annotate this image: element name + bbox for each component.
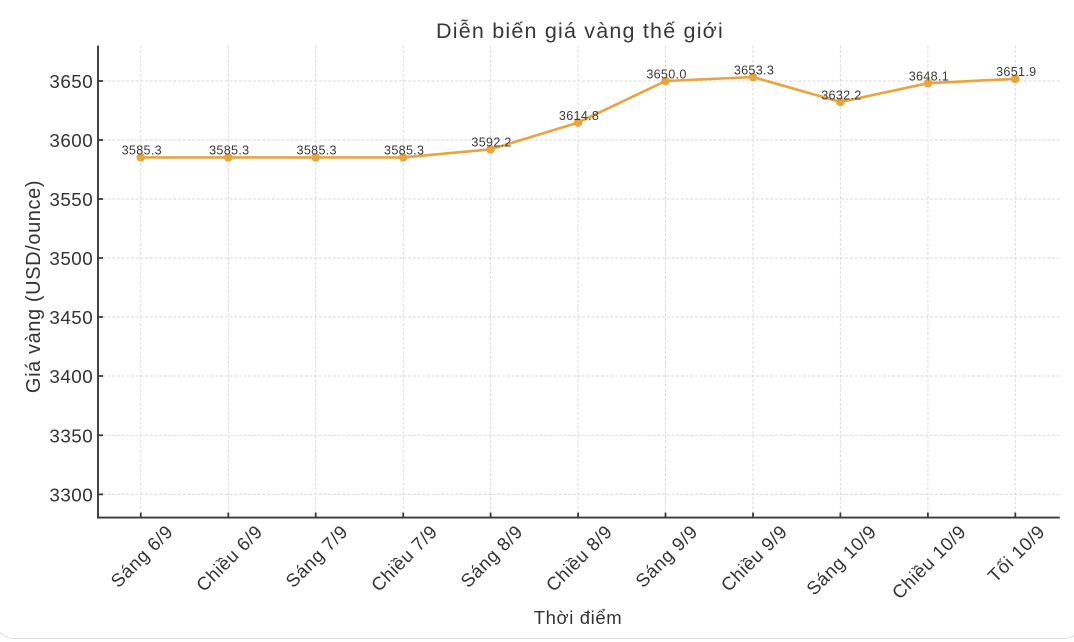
svg-text:Tối 10/9: Tối 10/9 bbox=[983, 521, 1049, 587]
svg-text:Thời điểm: Thời điểm bbox=[534, 607, 622, 628]
svg-text:3592.2: 3592.2 bbox=[471, 136, 511, 150]
svg-text:3614.8: 3614.8 bbox=[559, 109, 599, 123]
svg-text:Sáng 9/9: Sáng 9/9 bbox=[631, 521, 702, 592]
svg-text:Chiều 7/9: Chiều 7/9 bbox=[367, 521, 442, 596]
svg-text:Sáng 7/9: Sáng 7/9 bbox=[281, 521, 352, 592]
svg-text:3585.3: 3585.3 bbox=[209, 144, 249, 158]
svg-text:3648.1: 3648.1 bbox=[909, 70, 949, 84]
svg-text:Diễn biến giá vàng thế giới: Diễn biến giá vàng thế giới bbox=[436, 18, 724, 43]
svg-text:3651.9: 3651.9 bbox=[996, 65, 1036, 79]
svg-text:3450: 3450 bbox=[49, 307, 93, 328]
svg-text:3500: 3500 bbox=[49, 248, 93, 269]
svg-text:Chiều 9/9: Chiều 9/9 bbox=[717, 521, 792, 596]
svg-text:3650.0: 3650.0 bbox=[646, 67, 686, 81]
svg-text:Sáng 8/9: Sáng 8/9 bbox=[456, 521, 527, 592]
svg-text:3653.3: 3653.3 bbox=[734, 63, 774, 77]
svg-text:Chiều 10/9: Chiều 10/9 bbox=[888, 521, 970, 603]
svg-text:3585.3: 3585.3 bbox=[122, 144, 162, 158]
svg-text:Chiều 8/9: Chiều 8/9 bbox=[542, 521, 617, 596]
svg-text:3600: 3600 bbox=[49, 130, 93, 151]
svg-text:Sáng 10/9: Sáng 10/9 bbox=[802, 521, 880, 599]
svg-text:Chiều 6/9: Chiều 6/9 bbox=[192, 521, 267, 596]
svg-text:Sáng 6/9: Sáng 6/9 bbox=[106, 521, 177, 592]
svg-text:3632.2: 3632.2 bbox=[821, 88, 861, 102]
svg-text:3300: 3300 bbox=[49, 485, 93, 506]
svg-text:3650: 3650 bbox=[49, 71, 93, 92]
svg-text:3350: 3350 bbox=[49, 426, 93, 447]
svg-text:3400: 3400 bbox=[49, 366, 93, 387]
svg-text:3585.3: 3585.3 bbox=[297, 144, 337, 158]
svg-text:3550: 3550 bbox=[49, 189, 93, 210]
svg-text:3585.3: 3585.3 bbox=[384, 144, 424, 158]
svg-text:Giá vàng (USD/ounce): Giá vàng (USD/ounce) bbox=[23, 180, 45, 393]
